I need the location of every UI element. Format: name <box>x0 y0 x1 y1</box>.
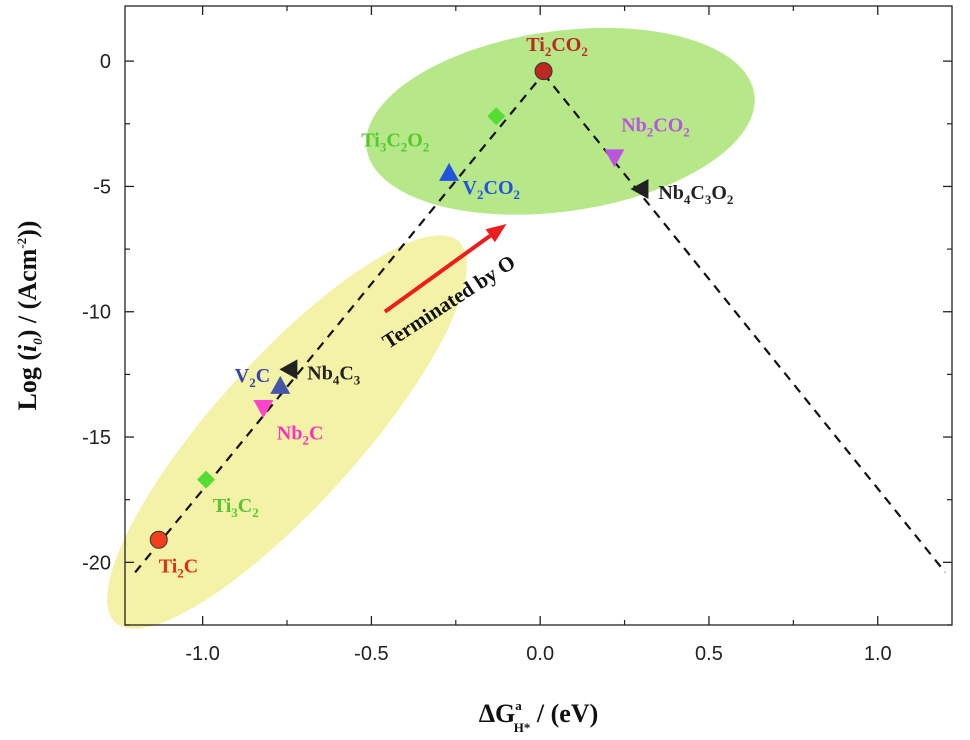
label-part: C <box>690 182 704 204</box>
label-part: Ti <box>159 555 178 577</box>
y-tick-label: -20 <box>82 552 111 574</box>
label-part: 2 <box>302 433 309 448</box>
point-ti2c <box>149 530 168 549</box>
x-tick-label: 0.5 <box>695 643 723 665</box>
label-v2c: V2C <box>235 365 270 390</box>
label-part: Nb <box>277 423 303 445</box>
label-part: V <box>463 177 478 199</box>
data-points <box>149 62 649 549</box>
label-part: 2 <box>683 124 690 139</box>
y-axis-title: Log (i0) / (Acm-2)) <box>13 221 45 411</box>
point-ti2co2 <box>534 62 553 81</box>
volcano-left-branch <box>134 72 545 574</box>
label-ti3c2: Ti3C2 <box>213 495 259 520</box>
label-part: 2 <box>177 565 184 580</box>
label-part: Ti <box>361 129 380 151</box>
highlight-regions <box>107 27 755 629</box>
point-v2co2 <box>439 162 460 181</box>
label-part: 2 <box>514 187 521 202</box>
volcano-lines <box>134 72 947 574</box>
label-part: C <box>309 423 323 445</box>
label-part: 3 <box>354 372 361 387</box>
point-nb4c3 <box>279 359 298 380</box>
label-part: C <box>386 129 400 151</box>
label-part: 2 <box>249 375 256 390</box>
label-part: O <box>407 129 423 151</box>
label-part: 2 <box>423 139 430 154</box>
label-ti3c2o2: Ti3C2O2 <box>361 129 429 154</box>
label-ti2co2: Ti2CO2 <box>526 34 588 59</box>
label-part: 3 <box>380 139 387 154</box>
label-part: 4 <box>333 372 340 387</box>
label-part: 2 <box>727 192 734 207</box>
label-part: 2 <box>477 187 484 202</box>
y-tick-label: 0 <box>100 51 111 73</box>
label-part: C <box>238 495 252 517</box>
label-part: C <box>339 362 353 384</box>
y-tick-label: -5 <box>93 176 111 198</box>
x-tick-label: -0.5 <box>354 643 388 665</box>
x-tick-label: 0.0 <box>526 643 554 665</box>
label-nb2co2: Nb2CO2 <box>621 114 690 139</box>
axis-ticks: -1.0 -0.5 0.0 0.5 1.0 0 -5 -10 -15 -20 <box>82 6 952 665</box>
label-part: 2 <box>581 44 588 59</box>
label-part: CO <box>484 177 514 199</box>
point-nb2c <box>253 399 274 418</box>
point-ti3c2o2 <box>487 107 506 126</box>
label-part: 2 <box>252 505 258 520</box>
label-nb2c: Nb2C <box>277 423 324 448</box>
label-part: C <box>256 365 270 387</box>
label-part: 4 <box>684 192 691 207</box>
label-v2co2: V2CO2 <box>463 177 520 202</box>
plot-frame <box>124 5 953 626</box>
label-part: CO <box>653 114 683 136</box>
label-part: 2 <box>401 139 408 154</box>
x-tick-label: -1.0 <box>185 643 219 665</box>
x-axis-title: ΔGa H* / (eV) <box>479 698 599 735</box>
label-ti2c: Ti2C <box>159 555 199 580</box>
label-part: Nb <box>621 114 647 136</box>
label-part: Ti <box>526 34 545 56</box>
red-arrow-head <box>485 224 507 243</box>
y-tick-label: -15 <box>82 427 111 449</box>
label-nb4c3o2: Nb4C3O2 <box>658 182 733 207</box>
label-part: 3 <box>231 505 238 520</box>
label-part: CO <box>551 34 581 56</box>
region-ellipse-2 <box>366 27 755 215</box>
point-ti3c2 <box>197 470 216 489</box>
y-tick-label: -10 <box>82 302 111 324</box>
label-nb4c3: Nb4C3 <box>307 362 361 387</box>
label-part: 2 <box>647 124 654 139</box>
label-part: Nb <box>658 182 684 204</box>
label-part: 2 <box>545 44 552 59</box>
label-part: 3 <box>705 192 712 207</box>
label-part: C <box>184 555 198 577</box>
region-ellipse-1 <box>107 235 467 629</box>
x-tick-label: 1.0 <box>864 643 892 665</box>
point-v2c <box>270 375 291 394</box>
label-part: V <box>235 365 250 387</box>
label-part: Ti <box>213 495 232 517</box>
volcano-right-branch <box>542 72 947 574</box>
label-part: O <box>711 182 727 204</box>
red-arrow-shaft <box>383 234 492 314</box>
point-nb2co2 <box>604 149 625 168</box>
point-nb4c3o2 <box>630 178 649 199</box>
label-part: Nb <box>307 362 333 384</box>
